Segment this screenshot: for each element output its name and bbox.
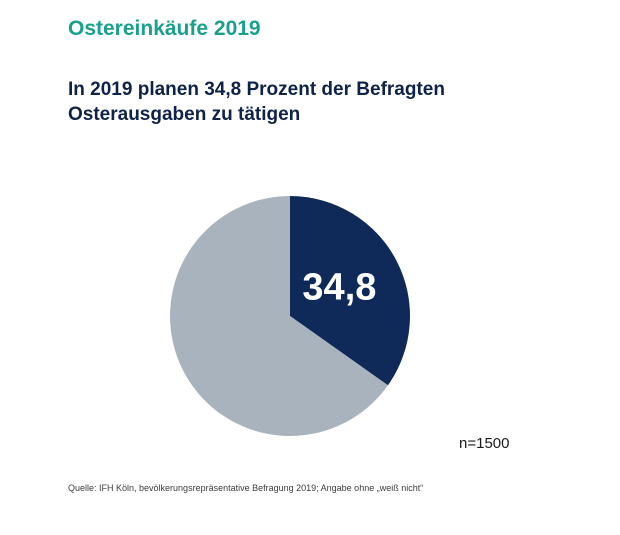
pie-slice-1-label: 34,8 [302, 266, 376, 308]
chart-headline: In 2019 planen 34,8 Prozent der Befragte… [68, 77, 588, 127]
pie-chart: 34,8 [170, 196, 411, 436]
page-title: Ostereinkäufe 2019 [68, 17, 261, 40]
pie-slice-2 [170, 196, 388, 436]
sample-size-label: n=1500 [459, 435, 510, 452]
source-note: Quelle: IFH Köln, bevölkerungsrepräsenta… [68, 483, 424, 493]
chart-headline-line-1: In 2019 planen 34,8 Prozent der Befragte… [68, 79, 445, 100]
chart-headline-line-2: Osterausgaben zu tätigen [68, 104, 301, 125]
pie-slice-1 [290, 196, 411, 386]
